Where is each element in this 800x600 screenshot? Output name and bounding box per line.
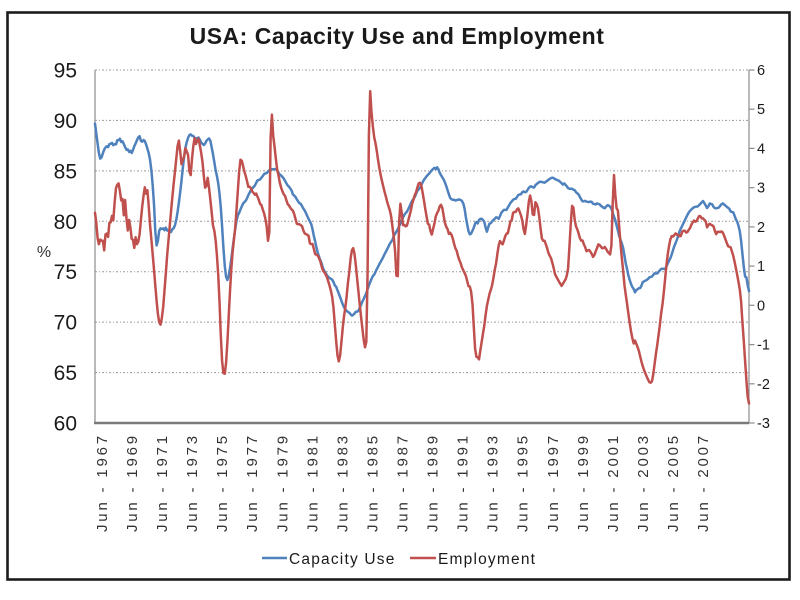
svg-text:Employment: Employment [438, 551, 536, 568]
svg-text:Jun - 1981: Jun - 1981 [304, 433, 321, 532]
svg-text:Jun - 1995: Jun - 1995 [515, 433, 532, 532]
svg-text:Jun - 1989: Jun - 1989 [425, 433, 442, 532]
svg-text:60: 60 [54, 413, 77, 436]
svg-text:Jun - 1985: Jun - 1985 [364, 433, 381, 532]
svg-text:-2: -2 [757, 377, 770, 393]
svg-text:Jun - 1977: Jun - 1977 [244, 433, 261, 532]
svg-text:90: 90 [54, 110, 77, 133]
svg-text:Jun - 1969: Jun - 1969 [124, 433, 141, 532]
svg-text:Jun - 1999: Jun - 1999 [575, 433, 592, 532]
svg-text:0: 0 [757, 298, 765, 314]
svg-text:Jun - 1987: Jun - 1987 [395, 433, 412, 532]
svg-text:6: 6 [757, 63, 765, 79]
svg-text:85: 85 [54, 160, 77, 183]
svg-text:Jun - 2005: Jun - 2005 [665, 433, 682, 532]
svg-text:80: 80 [54, 211, 77, 234]
svg-text:%: % [37, 244, 51, 261]
svg-text:-1: -1 [757, 338, 770, 354]
svg-text:Jun - 1993: Jun - 1993 [485, 433, 502, 532]
svg-text:-3: -3 [757, 416, 770, 432]
svg-text:Jun - 2001: Jun - 2001 [605, 433, 622, 532]
svg-text:Jun - 1973: Jun - 1973 [184, 433, 201, 532]
svg-text:Jun - 1979: Jun - 1979 [274, 433, 291, 532]
svg-text:Jun - 1997: Jun - 1997 [545, 433, 562, 532]
svg-text:75: 75 [54, 261, 77, 284]
svg-text:Jun - 1967: Jun - 1967 [94, 433, 111, 532]
svg-text:Jun - 1971: Jun - 1971 [154, 433, 171, 532]
svg-text:65: 65 [54, 362, 77, 385]
svg-text:5: 5 [757, 102, 765, 118]
svg-text:Jun - 1983: Jun - 1983 [334, 433, 351, 532]
svg-text:70: 70 [54, 312, 77, 335]
svg-text:2: 2 [757, 220, 765, 236]
svg-text:Jun - 1991: Jun - 1991 [455, 433, 472, 532]
svg-text:Jun - 2003: Jun - 2003 [635, 433, 652, 532]
svg-text:1: 1 [757, 259, 765, 275]
svg-text:Jun - 2007: Jun - 2007 [695, 433, 712, 532]
svg-text:USA: Capacity Use and Employme: USA: Capacity Use and Employment [190, 23, 605, 49]
svg-text:3: 3 [757, 181, 765, 197]
svg-text:95: 95 [54, 60, 77, 83]
svg-text:4: 4 [757, 141, 765, 157]
svg-text:Jun - 1975: Jun - 1975 [214, 433, 231, 532]
svg-text:Capacity Use: Capacity Use [289, 551, 396, 568]
